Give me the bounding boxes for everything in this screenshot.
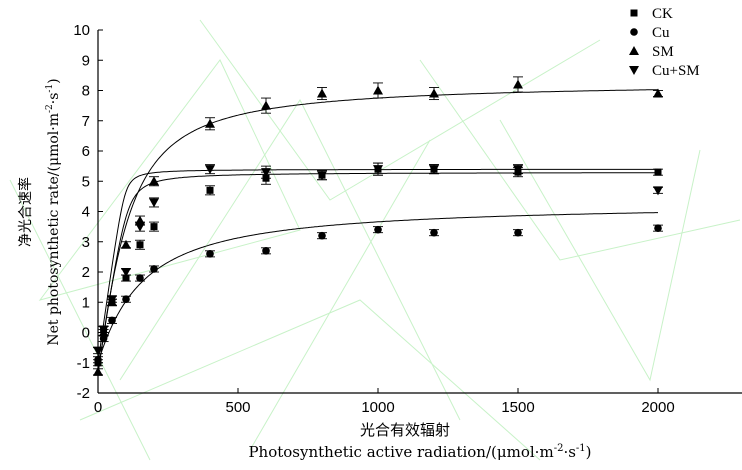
point-cu-sm <box>513 165 523 175</box>
y-tick-label: 9 <box>82 52 90 69</box>
point-ck <box>136 241 144 249</box>
point-cu <box>99 334 108 343</box>
point-cu-sm <box>149 198 159 208</box>
legend-label-sm: SM <box>652 44 674 60</box>
y-tick-label: 3 <box>82 234 90 251</box>
point-cu-sm <box>317 171 327 181</box>
legend-label-cu-sm: Cu+SM <box>652 63 700 79</box>
point-cu <box>318 231 326 240</box>
y-ticks: -2 -1 0 1 2 3 4 5 6 7 8 9 10 <box>73 22 103 402</box>
point-sm <box>93 366 103 376</box>
point-sm <box>149 176 159 186</box>
y-tick-label: 4 <box>82 204 90 221</box>
y-tick-label: 2 <box>82 264 90 281</box>
point-ck <box>206 186 214 194</box>
x-tick-label: 1500 <box>501 399 534 416</box>
axes <box>97 30 742 394</box>
point-cu-sm <box>429 165 439 175</box>
y-tick-label: 1 <box>82 294 90 311</box>
data-points <box>93 76 663 376</box>
x-tick-label: 500 <box>225 399 250 416</box>
point-cu <box>108 316 116 325</box>
background-decoration <box>9 19 741 461</box>
point-ck <box>122 274 130 282</box>
y-tick-label: 8 <box>82 83 90 100</box>
point-sm <box>429 88 439 98</box>
point-cu-sm <box>373 165 383 175</box>
point-cu <box>136 274 144 282</box>
legend-marker-cu-sm <box>629 66 639 75</box>
point-sm <box>205 118 215 128</box>
y-axis-label-en: Net photosynthetic rate/(μmol·m-2·s-1) <box>45 78 62 345</box>
legend-marker-cu <box>630 28 638 36</box>
point-cu-sm <box>107 295 117 305</box>
point-ck <box>654 168 662 176</box>
point-cu <box>150 265 158 273</box>
y-tick-label: -1 <box>77 355 90 372</box>
point-cu-sm <box>93 346 103 356</box>
point-sm <box>261 100 271 110</box>
legend-label-ck: CK <box>652 6 673 22</box>
point-cu <box>514 228 522 237</box>
y-tick-label: 6 <box>82 143 90 160</box>
point-cu <box>262 247 270 255</box>
fit-curve-ck <box>97 172 658 372</box>
x-tick-label: 0 <box>94 399 102 416</box>
x-axis-label-cn: 光合有效辐射 <box>360 421 450 439</box>
point-sm <box>317 88 327 98</box>
y-tick-label: 0 <box>82 325 90 342</box>
point-cu <box>430 228 438 237</box>
point-cu <box>654 224 662 232</box>
point-cu-sm <box>261 168 271 178</box>
point-cu-sm <box>653 186 663 196</box>
point-cu-sm <box>121 268 131 277</box>
x-ticks: 0 500 1000 1500 2000 <box>94 388 675 416</box>
y-tick-label: -2 <box>77 385 90 402</box>
point-sm <box>121 239 131 249</box>
point-sm <box>653 88 663 98</box>
point-cu-sm <box>98 325 109 335</box>
fit-curve-cu-sm <box>97 168 658 363</box>
x-tick-label: 1000 <box>361 399 394 416</box>
legend-marker-ck <box>630 9 638 17</box>
legend: CK Cu SM Cu+SM <box>629 6 700 79</box>
point-sm <box>513 79 523 89</box>
point-cu <box>122 295 130 304</box>
point-ck <box>150 223 158 231</box>
x-axis-label-en: Photosynthetic active radiation/(μmol·m-… <box>248 443 591 461</box>
y-tick-label: 5 <box>82 173 90 190</box>
point-cu-sm <box>135 222 145 232</box>
legend-marker-sm <box>629 46 639 55</box>
point-sm <box>373 85 383 95</box>
legend-label-cu: Cu <box>652 25 670 41</box>
fit-curve-cu <box>97 212 658 363</box>
point-cu <box>206 250 214 258</box>
x-tick-label: 2000 <box>641 399 674 416</box>
y-tick-label: 7 <box>82 113 90 130</box>
point-cu-sm <box>205 165 215 175</box>
point-cu <box>374 225 382 234</box>
point-cu <box>94 355 102 364</box>
y-tick-label: 10 <box>73 22 90 39</box>
y-axis-label-cn: 净光合速率 <box>17 177 34 247</box>
